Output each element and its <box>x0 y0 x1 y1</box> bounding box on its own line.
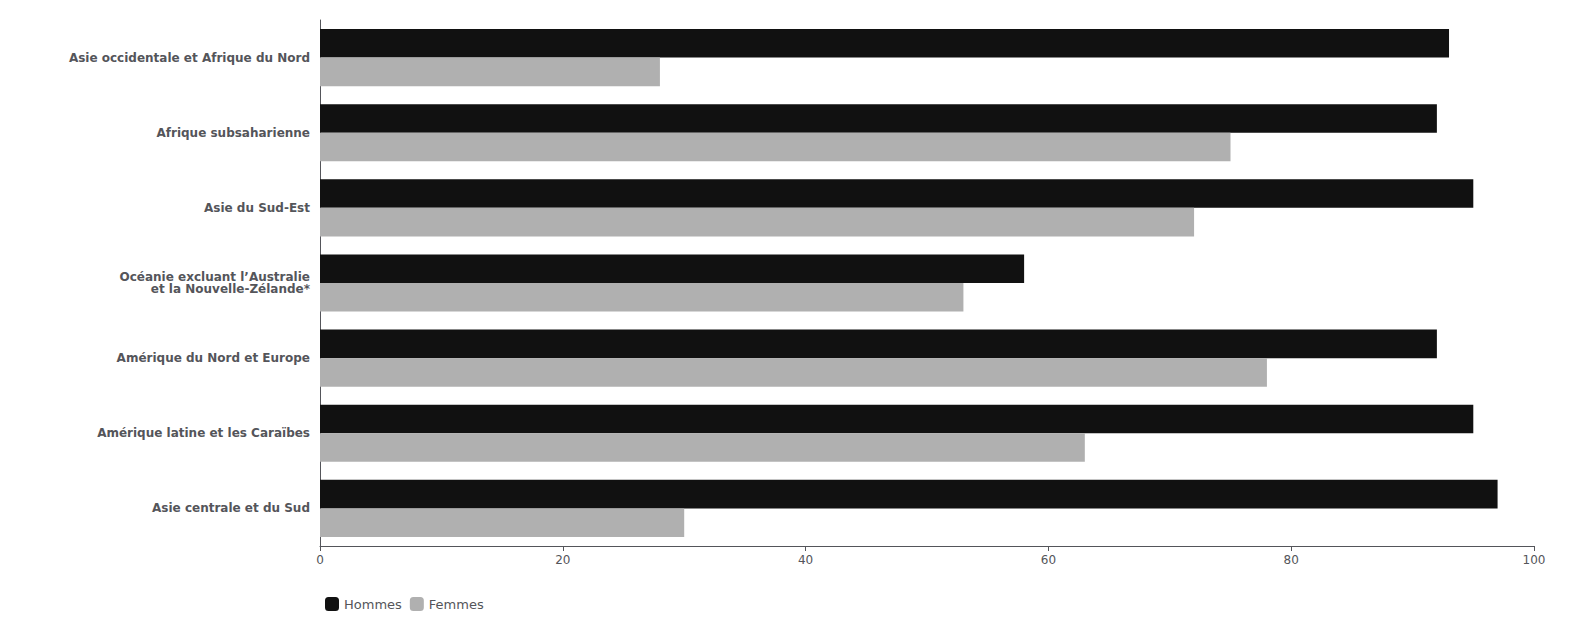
svg-text:80: 80 <box>1284 553 1299 567</box>
svg-text:Amérique du Nord et Europe: Amérique du Nord et Europe <box>117 351 310 365</box>
svg-text:100: 100 <box>1523 553 1546 567</box>
svg-text:et la Nouvelle-Zélande*: et la Nouvelle-Zélande* <box>151 282 311 296</box>
svg-text:60: 60 <box>1041 553 1056 567</box>
svg-text:Femmes: Femmes <box>429 597 484 612</box>
svg-text:Hommes: Hommes <box>344 597 402 612</box>
svg-text:Afrique subsaharienne: Afrique subsaharienne <box>156 126 310 140</box>
svg-text:40: 40 <box>798 553 813 567</box>
svg-text:0: 0 <box>316 553 324 567</box>
svg-text:Asie du Sud-Est: Asie du Sud-Est <box>204 201 310 215</box>
svg-text:20: 20 <box>555 553 570 567</box>
svg-text:Asie occidentale et Afrique du: Asie occidentale et Afrique du Nord <box>69 51 310 65</box>
svg-text:Asie centrale et du Sud: Asie centrale et du Sud <box>152 501 310 515</box>
svg-text:Amérique latine et les Caraïbe: Amérique latine et les Caraïbes <box>97 426 310 440</box>
svg-text:Océanie excluant l’Australie: Océanie excluant l’Australie <box>119 270 310 284</box>
